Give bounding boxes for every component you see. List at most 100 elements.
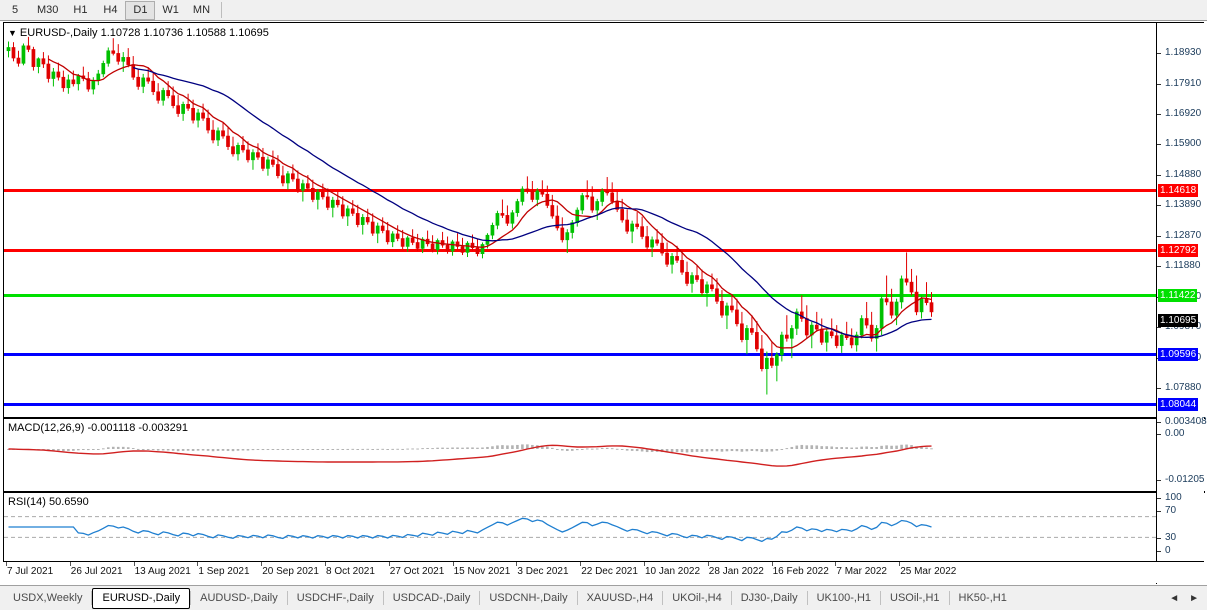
chart-tab-usdx-weekly[interactable]: USDX,Weekly: [13, 592, 83, 604]
rsi-tick-label: 30: [1165, 532, 1177, 543]
price-level-chip[interactable]: 1.09596: [1158, 348, 1199, 361]
candlestick-canvas: [4, 36, 1156, 406]
chart-tab-dj30-daily[interactable]: DJ30-,Daily: [740, 592, 798, 604]
date-tick-mark: [580, 562, 582, 566]
macd-tick-label: 0.003408: [1165, 416, 1207, 427]
date-tick-mark: [707, 562, 709, 566]
date-tick-mark: [69, 562, 71, 566]
date-label: 26 Jul 2021: [70, 566, 123, 577]
price-tick-label: 1.18930: [1165, 47, 1202, 58]
chart-tab-eurusd-daily[interactable]: EURUSD-,Daily: [92, 587, 191, 609]
tab-scroll-arrows: ◄ ►: [1169, 593, 1207, 604]
macd-pane[interactable]: MACD(12,26,9) -0.001118 -0.003291: [4, 419, 1156, 491]
price-tick-mark: [1157, 84, 1161, 85]
tab-separator: [286, 591, 288, 605]
tab-separator: [880, 591, 882, 605]
price-tick-mark: [1157, 205, 1161, 206]
price-pane[interactable]: ▼ EURUSD-,Daily 1.10728 1.10736 1.10588 1…: [4, 23, 1156, 417]
chart-frame: ▼ EURUSD-,Daily 1.10728 1.10736 1.10588 1…: [3, 22, 1207, 584]
date-tick-mark: [771, 562, 773, 566]
chart-tab-usdcnh-daily[interactable]: USDCNH-,Daily: [489, 592, 568, 604]
chart-tab-ukoil-h4[interactable]: UKOil-,H4: [672, 592, 722, 604]
tab-scroll-left-icon[interactable]: ◄: [1169, 592, 1180, 604]
date-label: 8 Oct 2021: [326, 566, 375, 577]
rsi-tick-mark: [1157, 538, 1161, 539]
price-level-chip[interactable]: 1.10695: [1158, 314, 1199, 327]
rsi-tick-label: 70: [1165, 505, 1177, 516]
collapse-caret-icon[interactable]: ▼: [8, 28, 17, 38]
price-tick-mark: [1157, 114, 1161, 115]
macd-tick-mark: [1157, 480, 1161, 481]
price-tick-label: 1.12870: [1165, 230, 1202, 241]
timeframe-button-h4[interactable]: H4: [103, 4, 118, 16]
price-level-chip[interactable]: 1.11422: [1158, 289, 1198, 302]
price-tick-mark: [1157, 175, 1161, 176]
chart-tab-usdcad-daily[interactable]: USDCAD-,Daily: [392, 592, 471, 604]
price-level-chip[interactable]: 1.12792: [1158, 244, 1199, 257]
price-level-chip[interactable]: 1.14618: [1158, 184, 1199, 197]
timeframe-button-5[interactable]: 5: [11, 4, 19, 16]
tab-separator: [730, 591, 732, 605]
tab-separator: [91, 591, 93, 605]
date-label: 15 Nov 2021: [453, 566, 511, 577]
tab-scroll-right-icon[interactable]: ►: [1189, 592, 1199, 604]
rsi-pane[interactable]: RSI(14) 50.6590: [4, 493, 1156, 561]
price-tick-label: 1.16920: [1165, 108, 1202, 119]
timeframe-toolbar: 5 M30 H1 H4 D1 W1 MN: [0, 0, 1207, 21]
macd-label: MACD(12,26,9) -0.001118 -0.003291: [8, 422, 188, 434]
chart-tab-uk100-h1[interactable]: UK100-,H1: [816, 592, 872, 604]
price-tick-mark: [1157, 144, 1161, 145]
timeframe-button-d1[interactable]: D1: [125, 0, 156, 20]
date-label: 7 Jul 2021: [7, 566, 54, 577]
chart-tab-usoil-h1[interactable]: USOil-,H1: [890, 592, 940, 604]
chart-tab-audusd-daily[interactable]: AUDUSD-,Daily: [200, 592, 278, 604]
date-label: 22 Dec 2021: [581, 566, 638, 577]
timeframe-button-h1[interactable]: H1: [73, 4, 88, 16]
price-tick-label: 1.07880: [1165, 382, 1202, 393]
date-label: 28 Jan 2022: [708, 566, 764, 577]
date-label: 10 Jan 2022: [645, 566, 701, 577]
chart-tab-usdchf-daily[interactable]: USDCHF-,Daily: [296, 592, 374, 604]
timeframe-button-w1[interactable]: W1: [162, 4, 179, 16]
price-scale[interactable]: 1.18930 1.17910 1.16920 1.15900 1.14880 1.138…: [1156, 23, 1207, 584]
date-tick-mark: [133, 562, 135, 566]
macd-tick-label: -0.01205: [1165, 474, 1205, 485]
timeframe-button-mn[interactable]: MN: [192, 4, 211, 16]
price-tick-label: 1.14880: [1165, 169, 1202, 180]
macd-tick-mark: [1157, 434, 1161, 435]
date-tick-mark: [644, 562, 645, 566]
chart-tab-hk50-h1[interactable]: HK50-,H1: [958, 592, 1007, 604]
date-axis: 7 Jul 2021 26 Jul 2021 13 Aug 2021 1 Sep 20…: [3, 561, 1204, 583]
rsi-tick-mark: [1157, 551, 1161, 552]
tab-separator: [479, 591, 481, 605]
price-level-chip[interactable]: 1.08044: [1158, 398, 1199, 411]
date-label: 20 Sep 2021: [262, 566, 319, 577]
tab-separator: [806, 591, 808, 605]
date-tick-mark: [261, 562, 263, 566]
price-tick-label: 1.11880: [1165, 260, 1201, 271]
date-tick-mark: [899, 562, 901, 566]
rsi-tick-mark: [1157, 498, 1161, 499]
toolbar-separator: [221, 2, 223, 18]
chart-symbol-header: ▼ EURUSD-,Daily 1.10728 1.10736 1.10588 1…: [8, 27, 269, 39]
date-label: 27 Oct 2021: [389, 566, 445, 577]
macd-canvas: [7, 444, 933, 467]
timeframe-button-m30[interactable]: M30: [37, 4, 59, 16]
macd-tick-mark: [1157, 422, 1161, 423]
date-label: 7 Mar 2022: [836, 566, 887, 577]
rsi-label: RSI(14) 50.6590: [8, 496, 89, 508]
date-tick-mark: [6, 562, 7, 566]
date-label: 25 Mar 2022: [900, 566, 957, 577]
price-tick-mark: [1157, 236, 1161, 237]
date-tick-mark: [388, 562, 390, 566]
date-label: 16 Feb 2022: [772, 566, 829, 577]
date-tick-mark: [516, 562, 518, 566]
chart-tab-xauusd-h4[interactable]: XAUUSD-,H4: [586, 592, 654, 604]
tab-separator: [382, 591, 384, 605]
date-tick-mark: [835, 562, 837, 566]
macd-tick-label: 0.00: [1165, 428, 1185, 439]
rsi-canvas: [4, 516, 1156, 543]
price-tick-mark: [1157, 327, 1161, 328]
rsi-tick-label: 0: [1165, 545, 1171, 556]
price-tick-label: 1.17910: [1165, 78, 1202, 89]
